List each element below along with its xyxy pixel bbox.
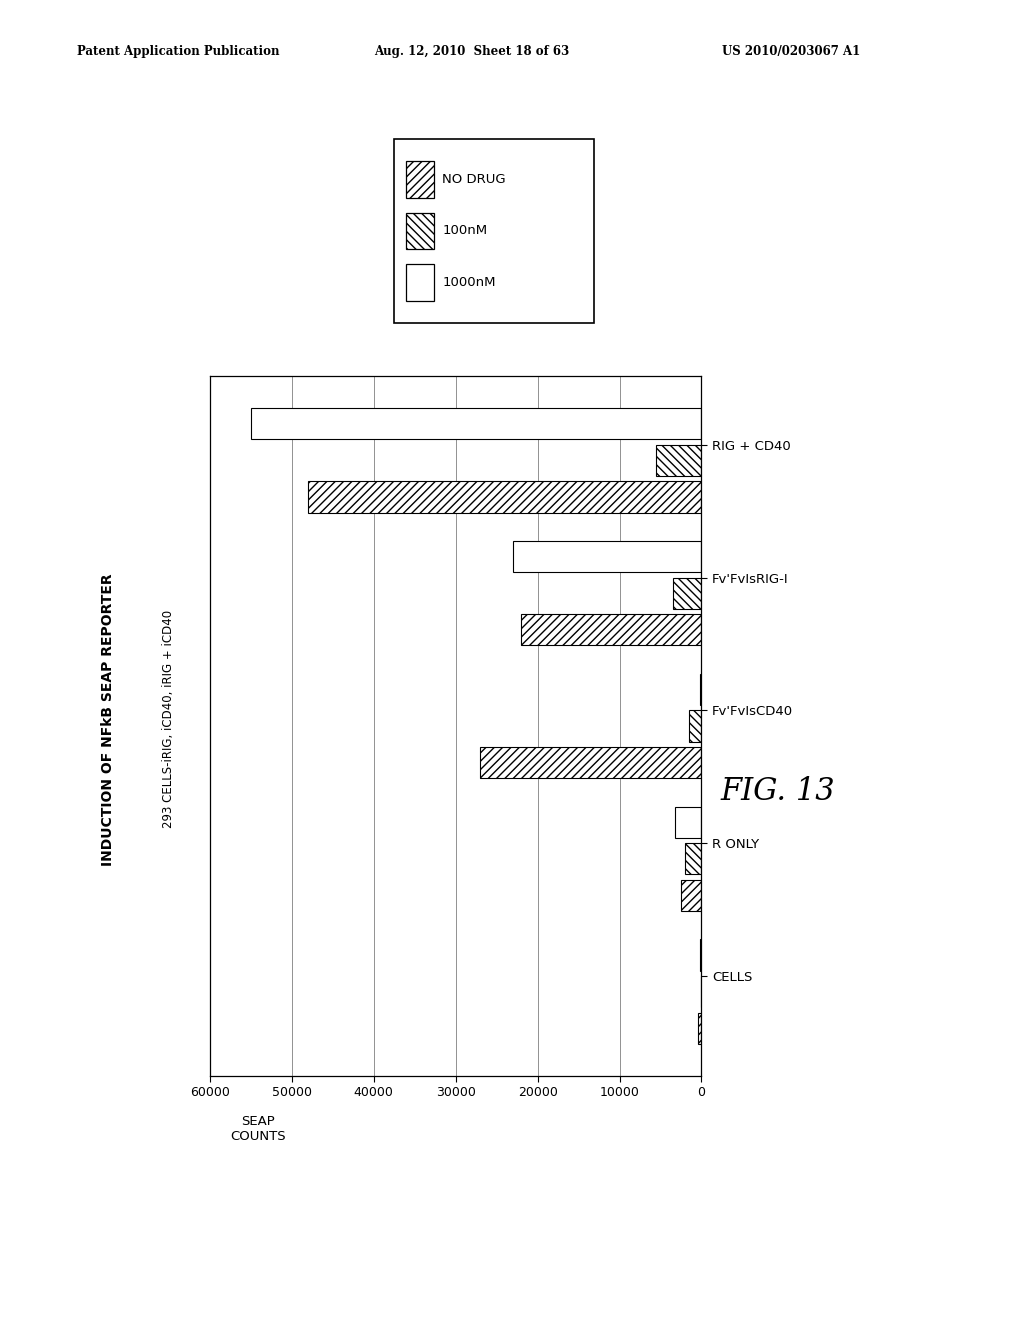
Bar xyxy=(407,161,434,198)
Bar xyxy=(699,940,701,970)
Text: INDUCTION OF NFkB SEAP REPORTER: INDUCTION OF NFkB SEAP REPORTER xyxy=(100,573,115,866)
Bar xyxy=(698,1012,701,1044)
Bar xyxy=(673,578,701,609)
Bar xyxy=(681,880,701,911)
Text: 293 CELLS-iRIG, iCD40, iRIG + iCD40: 293 CELLS-iRIG, iCD40, iRIG + iCD40 xyxy=(163,610,175,829)
Bar xyxy=(251,408,701,440)
Text: Aug. 12, 2010  Sheet 18 of 63: Aug. 12, 2010 Sheet 18 of 63 xyxy=(374,45,569,58)
Bar xyxy=(521,614,701,645)
Bar xyxy=(689,710,701,742)
Bar xyxy=(480,747,701,779)
Text: Patent Application Publication: Patent Application Publication xyxy=(77,45,280,58)
Bar xyxy=(656,445,701,475)
Text: SEAP
COUNTS: SEAP COUNTS xyxy=(230,1115,286,1143)
Bar xyxy=(308,482,701,512)
Text: 1000nM: 1000nM xyxy=(442,276,496,289)
Text: NO DRUG: NO DRUG xyxy=(442,173,506,186)
Text: 100nM: 100nM xyxy=(442,224,487,238)
Bar xyxy=(407,213,434,249)
Bar xyxy=(513,541,701,572)
Text: FIG. 13: FIG. 13 xyxy=(721,776,836,808)
Bar xyxy=(685,843,701,874)
Bar xyxy=(699,673,701,705)
Bar xyxy=(407,264,434,301)
Text: US 2010/0203067 A1: US 2010/0203067 A1 xyxy=(722,45,860,58)
Bar xyxy=(675,807,701,838)
